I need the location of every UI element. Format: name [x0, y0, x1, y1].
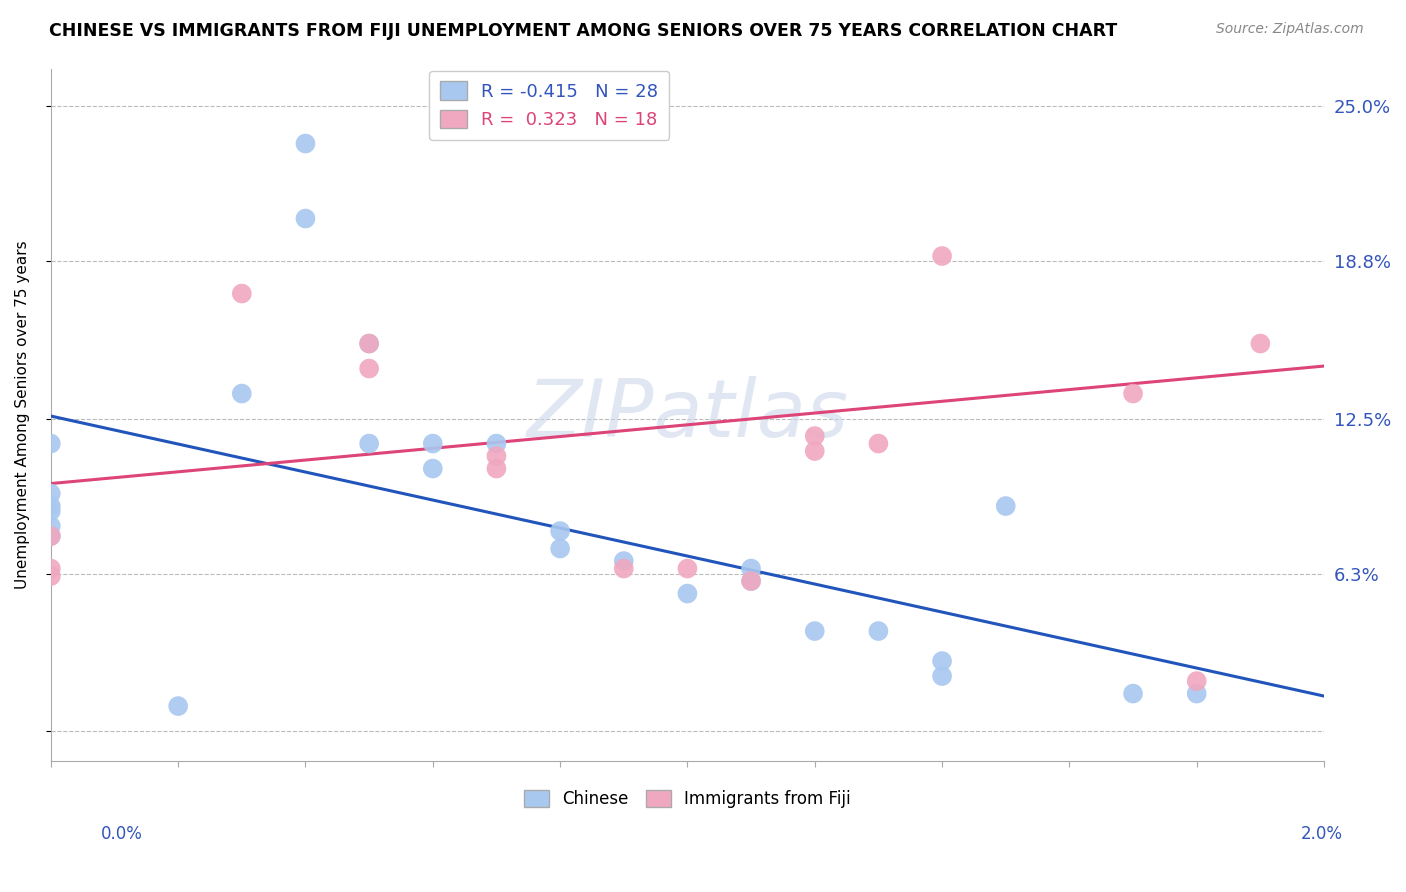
Point: [803, 444, 825, 458]
Point: [1122, 386, 1144, 401]
Point: [1185, 674, 1208, 689]
Point: [231, 286, 253, 301]
Point: [676, 561, 699, 575]
Point: [359, 336, 381, 351]
Point: [485, 436, 508, 450]
Point: [740, 574, 762, 588]
Point: [994, 499, 1017, 513]
Point: [740, 574, 762, 588]
Point: [39, 529, 62, 543]
Point: [1185, 687, 1208, 701]
Y-axis label: Unemployment Among Seniors over 75 years: Unemployment Among Seniors over 75 years: [15, 241, 30, 589]
Point: [613, 554, 636, 568]
Point: [422, 461, 444, 475]
Point: [231, 386, 253, 401]
Text: CHINESE VS IMMIGRANTS FROM FIJI UNEMPLOYMENT AMONG SENIORS OVER 75 YEARS CORRELA: CHINESE VS IMMIGRANTS FROM FIJI UNEMPLOY…: [49, 22, 1118, 40]
Point: [1249, 336, 1271, 351]
Point: [359, 361, 381, 376]
Point: [359, 436, 381, 450]
Point: [613, 561, 636, 575]
Point: [39, 529, 62, 543]
Point: [931, 249, 953, 263]
Point: [39, 561, 62, 575]
Point: [868, 624, 890, 638]
Point: [931, 654, 953, 668]
Point: [931, 669, 953, 683]
Point: [294, 136, 316, 151]
Point: [485, 449, 508, 463]
Point: [740, 561, 762, 575]
Point: [548, 541, 571, 556]
Legend: Chinese, Immigrants from Fiji: Chinese, Immigrants from Fiji: [517, 783, 858, 815]
Text: Source: ZipAtlas.com: Source: ZipAtlas.com: [1216, 22, 1364, 37]
Point: [422, 436, 444, 450]
Point: [39, 519, 62, 533]
Point: [803, 624, 825, 638]
Point: [676, 586, 699, 600]
Point: [485, 461, 508, 475]
Point: [868, 436, 890, 450]
Point: [39, 436, 62, 450]
Point: [167, 699, 190, 714]
Point: [39, 569, 62, 583]
Text: ZIPatlas: ZIPatlas: [526, 376, 848, 454]
Text: 0.0%: 0.0%: [101, 825, 143, 843]
Point: [39, 504, 62, 518]
Point: [294, 211, 316, 226]
Point: [803, 429, 825, 443]
Point: [1122, 687, 1144, 701]
Point: [359, 336, 381, 351]
Point: [39, 486, 62, 500]
Point: [548, 524, 571, 538]
Point: [39, 499, 62, 513]
Text: 2.0%: 2.0%: [1301, 825, 1343, 843]
